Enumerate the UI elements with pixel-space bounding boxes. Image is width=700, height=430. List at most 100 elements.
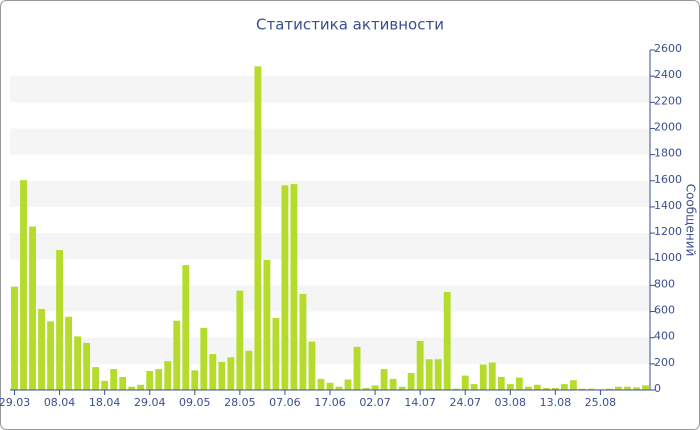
bar — [551, 388, 559, 390]
bar — [488, 362, 496, 390]
y-tick-label: 1800 — [654, 147, 682, 160]
bar — [587, 388, 595, 390]
bar — [173, 320, 181, 390]
bar — [380, 369, 388, 390]
y-tick-label: 1600 — [654, 173, 682, 186]
bar — [326, 382, 334, 390]
bar — [371, 385, 379, 390]
bar — [254, 66, 262, 390]
y-tick-label: 0 — [654, 382, 661, 395]
bar — [642, 385, 649, 390]
bar — [29, 226, 36, 390]
y-tick-label: 600 — [654, 304, 675, 317]
y-tick-label: 2000 — [654, 120, 682, 133]
grid-band — [10, 180, 650, 207]
x-tick-label: 29.03 — [0, 396, 30, 409]
bar — [47, 321, 54, 390]
bar — [245, 350, 253, 390]
bar — [263, 259, 271, 390]
bar — [533, 384, 541, 390]
y-tick-label: 400 — [654, 330, 675, 343]
bar — [606, 388, 613, 390]
bar — [470, 384, 478, 390]
bar — [479, 364, 487, 390]
grid-band — [10, 285, 650, 312]
x-tick-label: 29.04 — [134, 396, 166, 409]
x-tick-label: 02.07 — [359, 396, 391, 409]
y-tick-label: 2400 — [654, 68, 682, 81]
grid-band — [10, 128, 650, 155]
bar — [74, 336, 82, 390]
bar — [299, 293, 307, 390]
bar — [236, 290, 244, 390]
y-tick-label: 1000 — [654, 251, 682, 264]
bar — [443, 291, 451, 390]
x-tick-label: 07.06 — [269, 396, 301, 409]
grid-band — [10, 337, 650, 364]
x-tick-label: 24.07 — [449, 396, 481, 409]
y-tick-label: 800 — [654, 277, 675, 290]
y-tick-label: 2600 — [654, 42, 682, 55]
x-tick-label: 18.04 — [89, 396, 121, 409]
bar — [20, 180, 27, 390]
bar — [182, 265, 190, 390]
bar — [119, 376, 127, 390]
bar — [110, 369, 118, 390]
bar — [11, 286, 18, 390]
y-tick-label: 1400 — [654, 199, 682, 212]
bar — [92, 367, 100, 390]
bar — [353, 346, 361, 390]
bar — [227, 357, 235, 390]
bar — [200, 327, 208, 390]
x-tick-label: 14.07 — [404, 396, 436, 409]
bar — [209, 354, 217, 390]
bar — [83, 342, 91, 390]
x-tick-label: 08.04 — [44, 396, 76, 409]
grid-band — [10, 233, 650, 260]
bar — [542, 388, 550, 390]
bar — [434, 359, 442, 390]
y-tick-label: 200 — [654, 356, 675, 369]
bar — [272, 318, 280, 390]
y-tick-label: 1200 — [654, 225, 682, 238]
bar — [308, 341, 316, 390]
x-tick-label: 09.05 — [179, 396, 211, 409]
bar — [569, 380, 577, 390]
bar — [281, 185, 289, 390]
bar — [335, 386, 343, 390]
bar — [524, 386, 532, 390]
bar — [515, 377, 523, 390]
chart-title: Статистика активности — [256, 16, 444, 34]
bar — [191, 370, 199, 390]
bar — [128, 386, 136, 390]
bar — [497, 376, 505, 390]
x-tick-label: 17.06 — [314, 396, 346, 409]
bar — [38, 308, 45, 390]
bar — [407, 373, 415, 390]
bar — [416, 340, 424, 390]
bar — [56, 250, 64, 390]
bar — [155, 369, 163, 390]
bar — [425, 359, 433, 390]
bar — [461, 375, 469, 390]
x-tick-label: 25.08 — [585, 396, 617, 409]
y-tick-label: 2200 — [654, 94, 682, 107]
bar — [101, 380, 109, 390]
grid-band — [10, 76, 650, 103]
x-tick-label: 28.05 — [224, 396, 256, 409]
bar — [317, 378, 325, 390]
bar — [578, 388, 586, 390]
bar — [389, 378, 397, 390]
bar — [452, 388, 460, 390]
bar — [560, 384, 568, 390]
bar — [344, 379, 352, 390]
bar — [362, 388, 370, 390]
x-tick-label: 03.08 — [495, 396, 527, 409]
bar — [506, 384, 514, 390]
bar — [137, 384, 145, 390]
bar — [615, 386, 622, 390]
y-axis-label: Сообщений — [684, 184, 698, 257]
bar — [65, 316, 73, 390]
